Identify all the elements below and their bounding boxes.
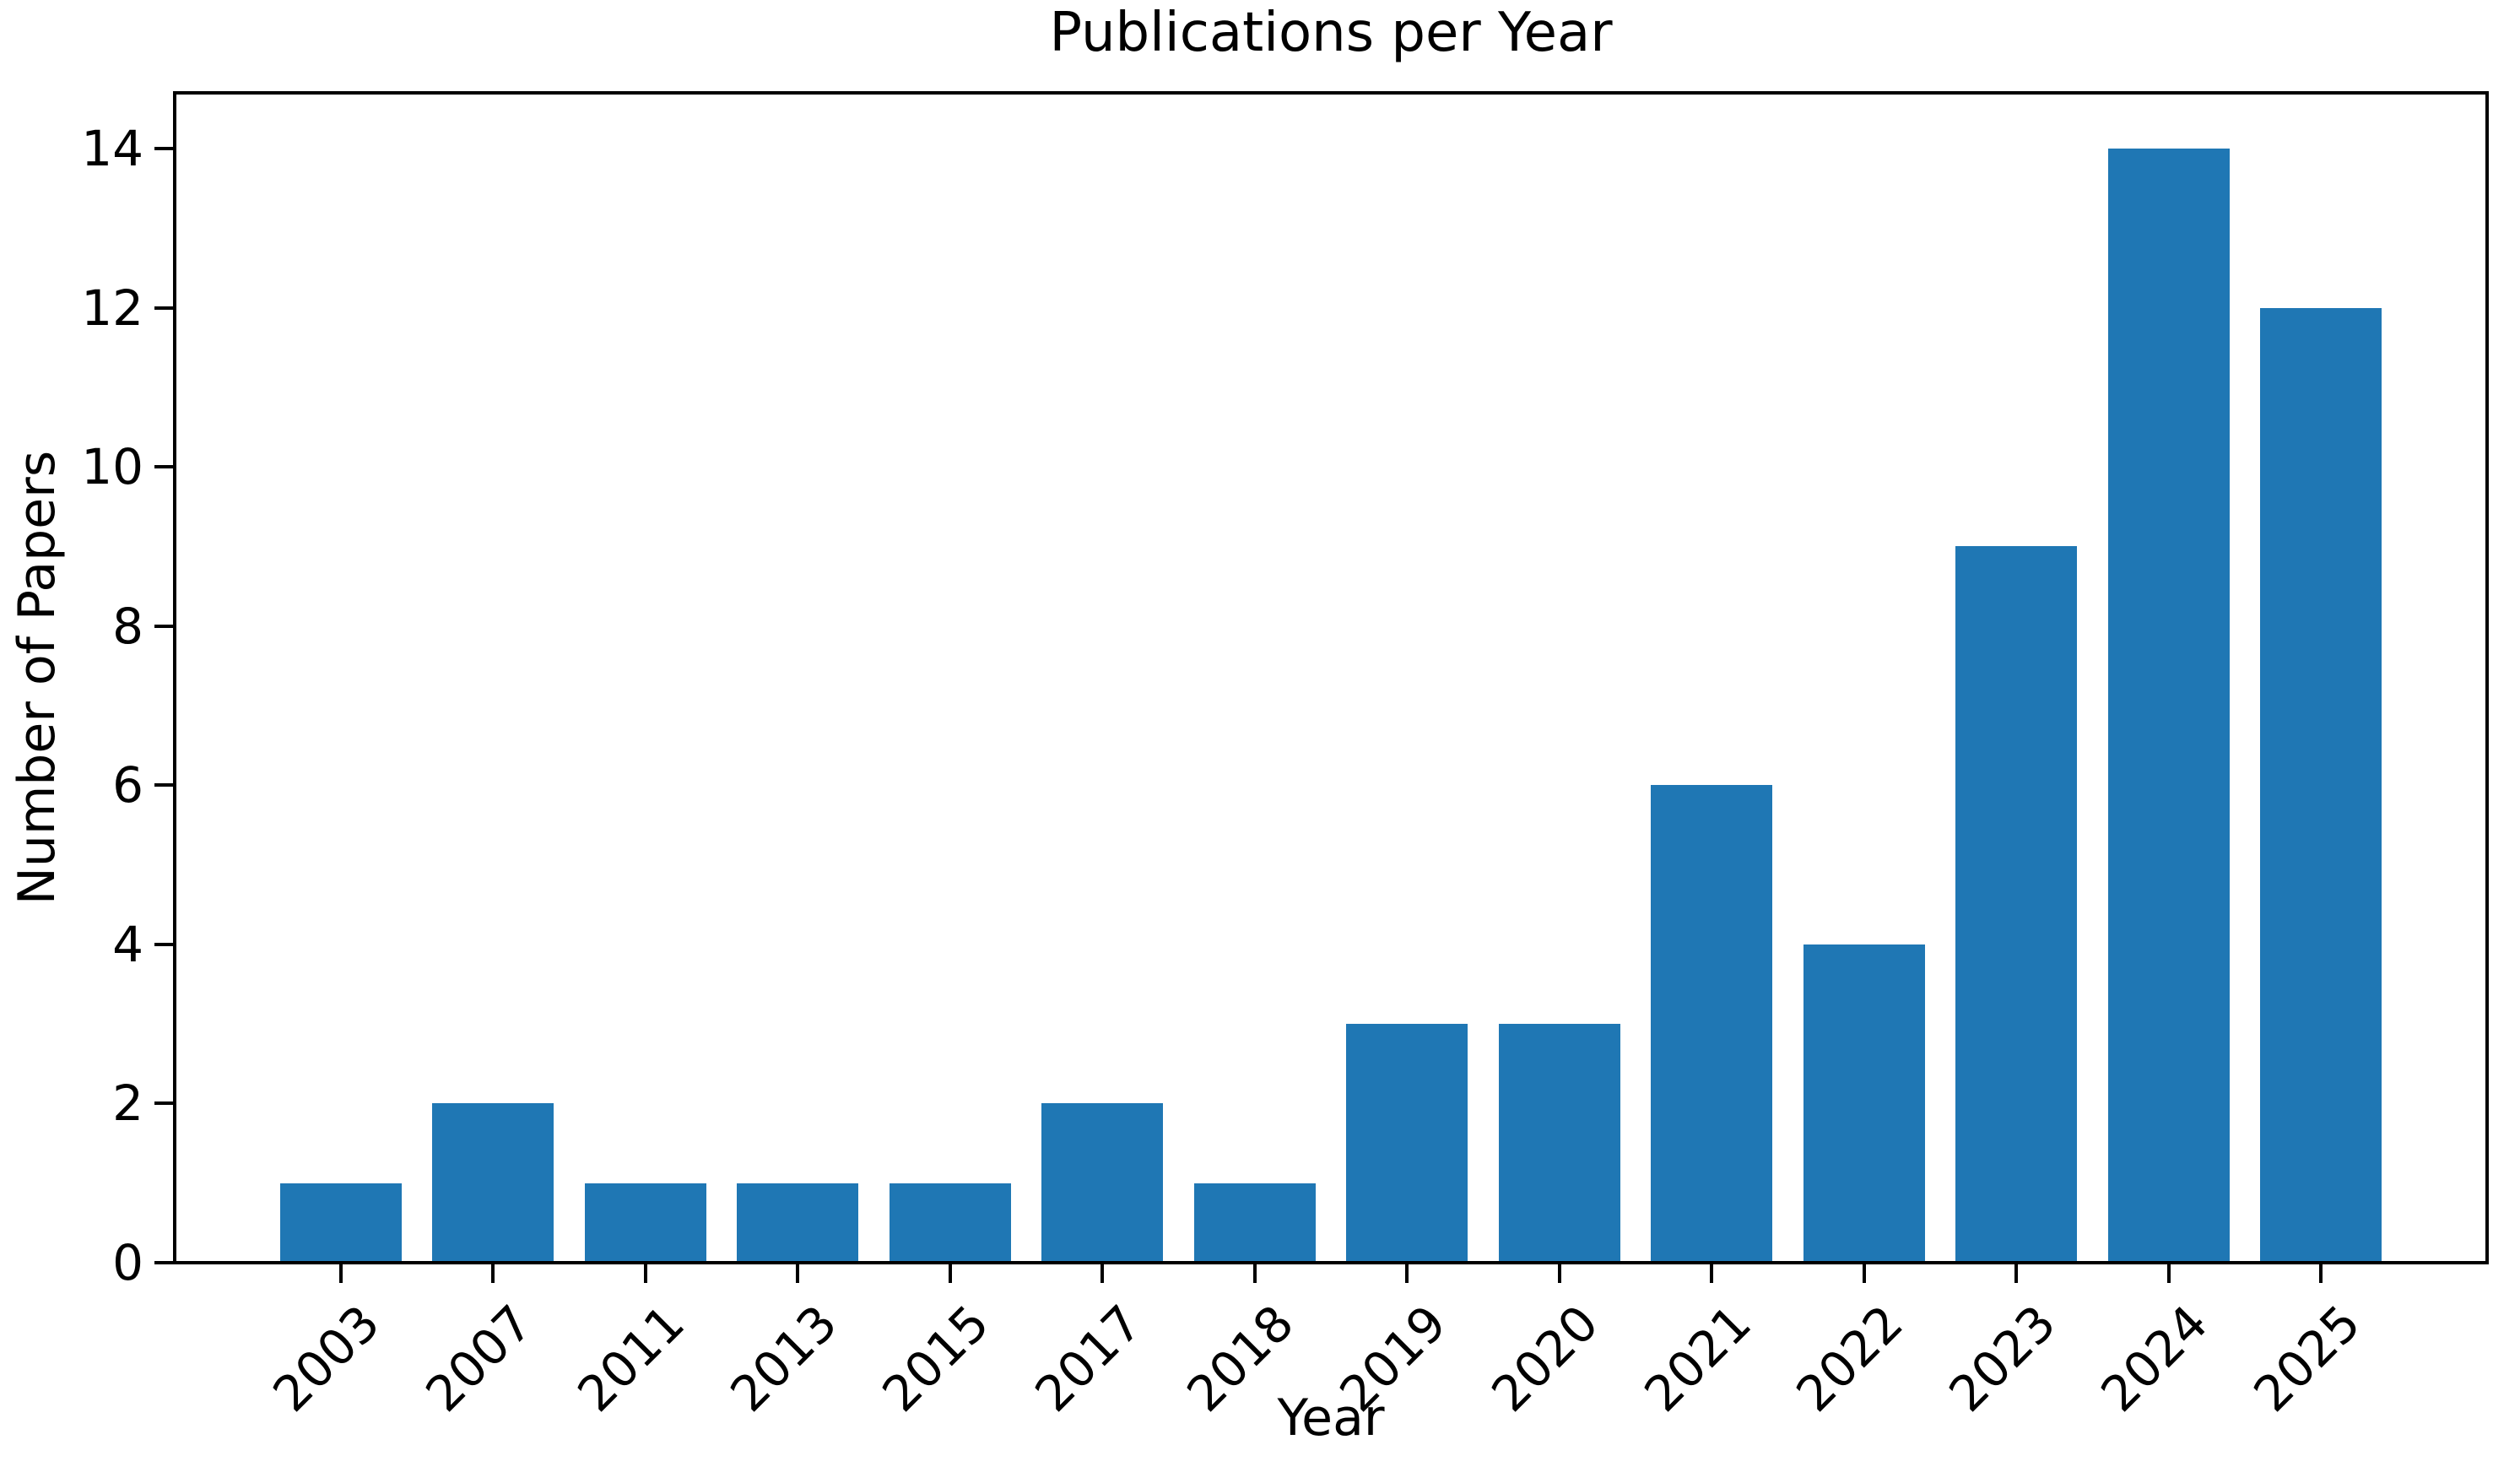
x-tick-mark-2018 [1252,1264,1257,1283]
bar-2025 [2260,307,2382,1263]
y-tick-mark-0 [154,1261,173,1264]
x-tick-mark-2023 [2014,1264,2019,1283]
y-tick-mark-4 [154,942,173,946]
y-tick-mark-6 [154,783,173,788]
bar-2015 [889,1183,1011,1263]
y-tick-label-12: 12 [81,279,143,337]
y-tick-label-14: 14 [81,120,143,177]
y-tick-mark-2 [154,1101,173,1106]
bar-2019 [1346,1024,1468,1263]
y-tick-mark-12 [154,306,173,310]
bar-2024 [2107,149,2230,1263]
spine-left [173,91,176,1264]
bar-2003 [279,1183,402,1263]
bar-2011 [584,1183,706,1263]
y-tick-mark-8 [154,624,173,628]
spine-top [173,91,2489,95]
y-tick-label-10: 10 [81,438,143,496]
x-tick-mark-2021 [1710,1264,1714,1283]
bar-2007 [432,1103,554,1263]
x-tick-mark-2011 [643,1264,647,1283]
x-tick-mark-2025 [2319,1264,2323,1283]
x-tick-mark-2003 [338,1264,343,1283]
spine-bottom [173,1261,2489,1264]
x-tick-mark-2013 [796,1264,800,1283]
y-tick-mark-10 [154,465,173,469]
y-tick-mark-14 [154,147,173,150]
x-tick-mark-2015 [948,1264,952,1283]
x-tick-mark-2020 [1557,1264,1561,1283]
bar-2017 [1041,1103,1164,1263]
spine-right [2485,91,2489,1264]
y-tick-label-6: 6 [112,756,143,815]
x-tick-mark-2019 [1405,1264,1409,1283]
y-tick-label-0: 0 [112,1234,143,1291]
bar-2018 [1193,1183,1316,1263]
bar-2013 [737,1183,859,1263]
y-tick-label-8: 8 [112,597,143,655]
x-tick-mark-2024 [2166,1264,2171,1283]
y-axis-label: Number of Papers [8,450,67,906]
x-axis-label: Year [1277,1388,1385,1448]
bar-2020 [1498,1024,1620,1263]
bar-2021 [1651,785,1773,1263]
x-tick-mark-2022 [1862,1264,1866,1283]
x-tick-mark-2007 [491,1264,495,1283]
y-tick-label-4: 4 [112,915,143,973]
x-tick-mark-2017 [1100,1264,1105,1283]
bar-2022 [1803,944,1925,1263]
chart-title: Publications per Year [1049,2,1613,64]
y-tick-label-2: 2 [112,1074,143,1133]
bar-2023 [1955,546,2078,1263]
